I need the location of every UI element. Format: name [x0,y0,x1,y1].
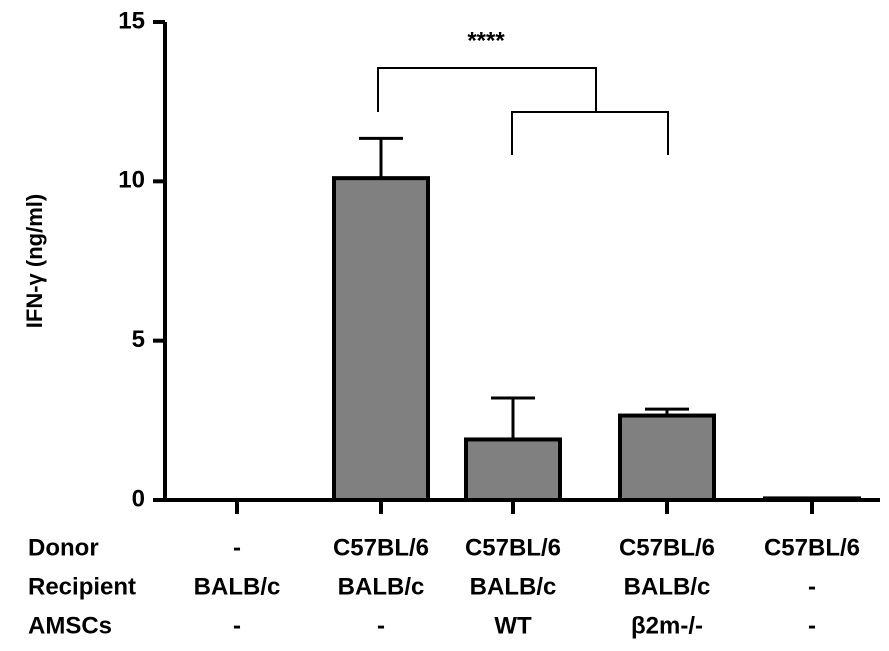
error-bar [491,396,535,440]
x-tick-label: β2m-/- [631,612,703,639]
bar [763,496,861,503]
x-tick-label: WT [494,612,532,639]
bar [332,176,430,502]
x-tick-label: C57BL/6 [619,534,715,561]
x-tick-label: - [233,612,241,639]
y-tick-label: 5 [132,326,145,353]
significance-label: **** [467,27,505,54]
error-bar [359,136,403,179]
y-tick-label: 15 [118,7,145,34]
x-tick-label: C57BL/6 [764,534,860,561]
x-tick-label: - [808,573,816,600]
x-tick-label: - [808,612,816,639]
x-tick-label: BALB/c [470,573,557,600]
x-tick-label: BALB/c [194,573,281,600]
row-label: Donor [28,534,99,561]
x-tick-label: BALB/c [338,573,425,600]
significance-bracket [377,67,669,155]
x-tick-label: C57BL/6 [333,534,429,561]
y-tick-label: 10 [118,167,145,194]
row-label: AMSCs [28,612,112,639]
y-tick-label: 0 [132,485,145,512]
row-label: Recipient [28,573,136,600]
bar [464,437,562,503]
y-axis-label: IFN-γ (ng/ml) [22,194,47,328]
x-tick-label: C57BL/6 [465,534,561,561]
bar [618,413,716,503]
x-tick-label: - [233,534,241,561]
x-tick-label: - [377,612,385,639]
x-tick-label: BALB/c [624,573,711,600]
